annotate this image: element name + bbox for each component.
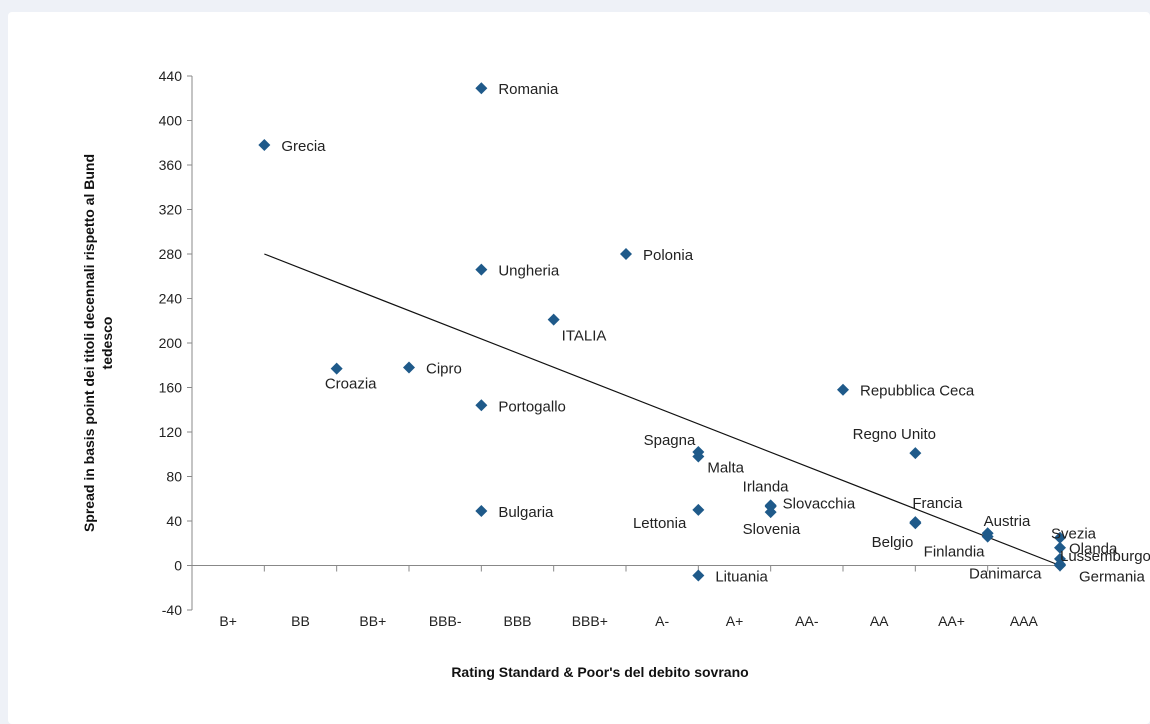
y-tick-label: -40 [162, 602, 182, 618]
point-marker [547, 313, 560, 326]
point-label: Romania [498, 81, 559, 98]
y-axis-title: Spread in basis point dei titoli decenna… [81, 154, 115, 532]
point-marker [837, 383, 849, 396]
x-tick-label: BBB- [429, 613, 462, 629]
y-tick-label: 320 [159, 202, 183, 218]
x-tick-label: AA [870, 613, 889, 629]
point-label: Spagna [644, 432, 696, 449]
point-marker [403, 361, 415, 374]
y-tick-label: 120 [159, 424, 183, 440]
x-tick-label: B+ [219, 613, 237, 629]
y-tick-label: 440 [159, 68, 183, 84]
point-marker [1054, 541, 1066, 554]
point-label: Malta [707, 459, 744, 476]
point-label: Finlandia [924, 544, 986, 561]
y-tick-label: 200 [159, 335, 183, 351]
point-label: Olanda [1069, 541, 1118, 558]
x-axis-title: Rating Standard & Poor's del debito sovr… [451, 664, 748, 680]
x-tick-label: BBB+ [572, 613, 608, 629]
point-label: Belgio [872, 534, 914, 551]
x-tick-label: BB [291, 613, 310, 629]
point-label: Cipro [426, 360, 462, 377]
point-label: Bulgaria [498, 504, 554, 521]
point-marker [620, 248, 632, 260]
x-tick-label: BB+ [359, 613, 386, 629]
point-marker [1054, 559, 1066, 572]
point-label: Croazia [325, 376, 377, 393]
point-label: Germania [1079, 569, 1146, 586]
point-label: Francia [912, 495, 963, 512]
point-marker [692, 450, 705, 463]
x-tick-label: AA+ [938, 613, 965, 629]
point-marker [909, 517, 922, 530]
point-marker [475, 82, 488, 95]
point-marker [1054, 531, 1066, 544]
point-marker [692, 569, 705, 582]
point-marker [475, 399, 488, 412]
point-marker [475, 504, 488, 517]
x-tick-label: AAA [1010, 613, 1039, 629]
y-tick-label: 160 [159, 380, 183, 396]
y-tick-label: 0 [174, 558, 182, 574]
point-marker [981, 530, 994, 543]
point-label: Slovenia [743, 521, 801, 538]
point-marker [764, 506, 777, 519]
trendline-group [264, 253, 1061, 567]
x-tick-label: AA- [795, 613, 819, 629]
point-marker [330, 362, 343, 375]
point-label: Repubblica Ceca [860, 383, 975, 400]
point-marker [909, 447, 922, 460]
x-tick-label: BBB [503, 613, 531, 629]
point-label: Lituania [715, 569, 768, 586]
chart-card: 440 400 360 320 280 240 200 160 120 80 40 0 -40 B+ BB B… [8, 12, 1150, 724]
point-marker [258, 138, 271, 151]
point-label: Regno Unito [853, 426, 936, 443]
point-marker [692, 503, 705, 516]
y-tick-label: 400 [159, 113, 183, 129]
point-label: Lettonia [633, 515, 687, 532]
point-label: ITALIA [562, 328, 607, 345]
x-tick-label: A+ [726, 613, 744, 629]
y-tick-label: 360 [159, 157, 183, 173]
point-marker [475, 263, 488, 276]
point-label: Grecia [281, 138, 326, 155]
x-tick-label: A- [655, 613, 669, 629]
y-tick-label: 280 [159, 246, 183, 262]
point-label: Portogallo [498, 398, 566, 415]
point-label: Danimarca [969, 565, 1042, 582]
y-tick-label: 240 [159, 291, 183, 307]
point-label: Slovacchia [783, 496, 856, 513]
trendline [264, 253, 1061, 567]
points-group: Grecia Croazia Cipro Romania Ungheria Portoga… [258, 81, 1150, 586]
point-label: Irlanda [743, 478, 790, 495]
point-label: Ungheria [498, 263, 560, 280]
y-tick-label: 80 [166, 469, 182, 485]
y-tick-label: 40 [166, 513, 182, 529]
point-label: Polonia [643, 247, 694, 264]
point-label: Svezia [1051, 526, 1097, 543]
point-label: Austria [984, 513, 1031, 530]
point-label: Lussemburgo [1060, 548, 1150, 565]
